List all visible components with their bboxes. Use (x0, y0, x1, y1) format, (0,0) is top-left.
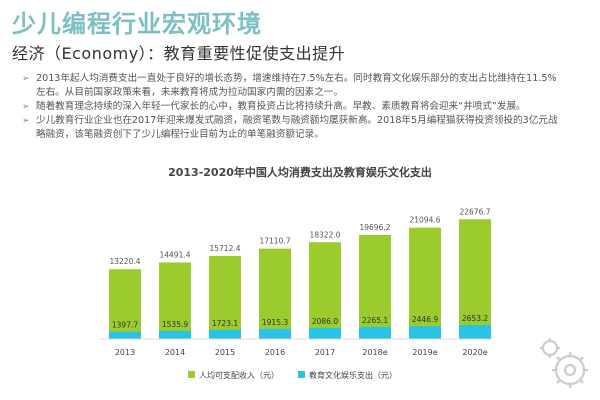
x-tick-label: 2020e (462, 348, 487, 357)
data-label-income: 19696.2 (359, 223, 390, 232)
data-label-income: 17110.7 (259, 237, 290, 246)
data-label-education: 1397.7 (112, 321, 138, 330)
legend-swatch-income (188, 371, 195, 378)
x-tick-label: 2016 (265, 348, 285, 357)
bar-income (459, 219, 491, 339)
data-label-income: 18322.0 (309, 230, 340, 239)
bullet-list: ➢ 2013年起人均消费支出一直处于良好的增长态势，增速维持在7.5%左右。同时教… (22, 72, 562, 142)
data-label-education: 1723.1 (212, 319, 238, 328)
arrow-icon: ➢ (22, 74, 30, 84)
page-title: 少儿编程行业宏观环境 (12, 10, 262, 38)
legend: 人均可支配收入（元） 教育文化娱乐支出（元） (188, 370, 397, 380)
bar-education (409, 326, 441, 339)
bar-income (109, 269, 141, 339)
x-tick-label: 2019e (412, 348, 437, 357)
bars-group (109, 219, 491, 339)
x-tick-label: 2013 (115, 348, 135, 357)
bar-income (259, 248, 291, 339)
bullet-text: 少儿教育行业企业也在2017年迎来爆发式融资，融资笔数与融资额均屡获新高。201… (36, 115, 558, 140)
data-label-income: 22676.7 (459, 207, 490, 216)
data-label-education: 1535.9 (162, 320, 188, 329)
bar-education (359, 327, 391, 339)
bar-education (459, 324, 491, 339)
bar-education (159, 330, 191, 339)
arrow-icon: ➢ (22, 102, 30, 112)
arrow-icon: ➢ (22, 116, 30, 126)
x-tick-label: 2018e (362, 348, 387, 357)
data-label-education: 2265.1 (362, 316, 388, 325)
data-label-education: 2653.2 (462, 314, 488, 323)
bar-education (209, 329, 241, 339)
legend-label-education: 教育文化娱乐支出（元） (309, 370, 397, 380)
labels-group: 13220.4 1397.7 2013 14491.4 1535.9 2014 15712.… (109, 207, 490, 357)
data-label-income: 14491.4 (159, 250, 190, 259)
page-subtitle: 经济（Economy）：教育重要性促使支出提升 (12, 44, 346, 63)
data-label-income: 13220.4 (109, 257, 140, 266)
bullet-text: 随着教育理念持续的深入年轻一代家长的心中，教育投资占比将持续升高。早教、素质教育… (36, 101, 526, 112)
bullet-item: ➢ 2013年起人均消费支出一直处于良好的增长态势，增速维持在7.5%左右。同时教… (22, 72, 562, 100)
bar-income (209, 256, 241, 339)
bullet-item: ➢ 随着教育理念持续的深入年轻一代家长的心中，教育投资占比将持续升高。早教、素质教… (22, 100, 562, 114)
bar-income (409, 227, 441, 339)
data-label-education: 2446.9 (412, 315, 438, 324)
x-tick-label: 2014 (165, 348, 185, 357)
bar-income (159, 262, 191, 339)
data-label-income: 15712.4 (209, 244, 240, 253)
chart-title: 2013-2020年中国人均消费支出及教育娱乐文化支出 (168, 166, 432, 179)
gear-icon (540, 338, 588, 388)
data-label-education: 2086.0 (312, 317, 338, 326)
bar-income (309, 242, 341, 339)
bar-education (309, 327, 341, 339)
x-tick-label: 2015 (215, 348, 235, 357)
data-label-education: 1915.3 (262, 318, 288, 327)
bullet-item: ➢ 少儿教育行业企业也在2017年迎来爆发式融资，融资笔数与融资额均屡获新高。20… (22, 114, 562, 142)
data-label-income: 21094.6 (409, 216, 440, 225)
bar-education (109, 331, 141, 339)
bar-income (359, 235, 391, 339)
x-tick-label: 2017 (315, 348, 335, 357)
legend-label-income: 人均可支配收入（元） (199, 370, 279, 380)
bullet-text: 2013年起人均消费支出一直处于良好的增长态势，增速维持在7.5%左右。同时教育… (36, 73, 557, 98)
legend-swatch-education (298, 371, 305, 378)
bar-education (259, 328, 291, 339)
